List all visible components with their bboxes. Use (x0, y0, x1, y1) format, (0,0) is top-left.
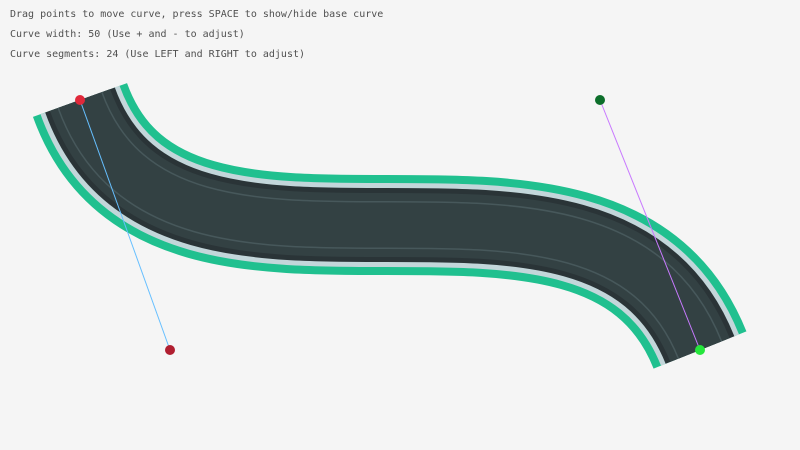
start-tangent-line (79, 99, 171, 351)
curve-width-text: Curve width: 50 (Use + and - to adjust) (10, 29, 245, 40)
end-tangent-line (599, 99, 701, 351)
instructions-text: Drag points to move curve, press SPACE t… (10, 9, 384, 20)
start-point-handle[interactable] (75, 95, 85, 105)
curve-segments-text: Curve segments: 24 (Use LEFT and RIGHT t… (10, 49, 306, 60)
start-control-handle[interactable] (165, 345, 175, 355)
road-center (58, 91, 721, 359)
end-control-handle[interactable] (595, 95, 605, 105)
end-point-handle[interactable] (695, 345, 705, 355)
